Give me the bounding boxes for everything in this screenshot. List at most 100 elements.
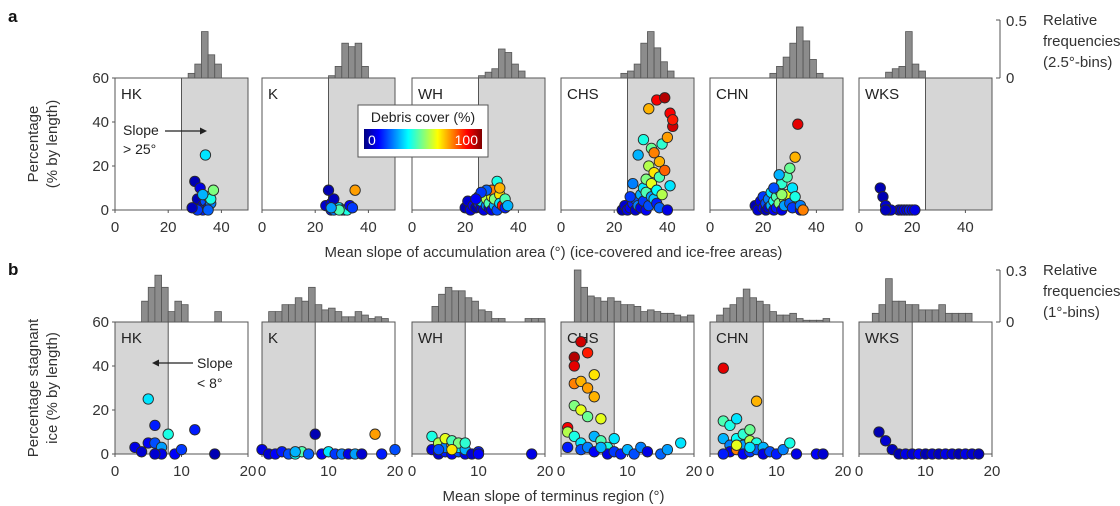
shaded-region (859, 322, 913, 454)
histogram-bar (885, 71, 893, 79)
x-tick-label: 40 (510, 219, 527, 236)
x-tick-label: 10 (619, 463, 636, 480)
histogram-bar (776, 66, 784, 79)
scatter-point (730, 439, 743, 451)
scatter-point (730, 413, 743, 425)
scatter-point (575, 375, 587, 388)
histogram-bar (458, 290, 466, 323)
histogram-bar (762, 304, 771, 323)
rf-axis-title: (1°-bins) (1043, 304, 1100, 321)
histogram-bar (958, 312, 966, 323)
histogram-bar (816, 72, 824, 79)
histogram-bar (361, 314, 369, 323)
scatter-point (973, 448, 985, 460)
scatter-point (472, 448, 485, 460)
x-tick-label: 20 (160, 219, 177, 236)
scatter-point (581, 382, 594, 394)
histogram-bar (749, 297, 757, 323)
scatter-point (724, 419, 736, 432)
histogram-bar (580, 286, 589, 323)
histogram-bar (789, 312, 797, 323)
region-label: WKS (865, 86, 899, 103)
histogram-bar (680, 316, 688, 323)
scatter-point (628, 448, 640, 460)
x-tick-label: 40 (808, 219, 825, 236)
histogram-bar (918, 70, 926, 79)
histogram-bar (328, 75, 336, 79)
scatter-point (581, 347, 594, 359)
histogram-bar (620, 304, 628, 323)
scatter-point (502, 199, 514, 212)
annotation-text: Slope (197, 355, 233, 371)
x-tick-label: 40 (659, 219, 676, 236)
scatter-point (426, 430, 438, 443)
scatter-point (135, 446, 148, 458)
histogram-bar (722, 307, 731, 323)
histogram-bar (194, 63, 202, 79)
region-label: HK (121, 86, 142, 103)
region-label: WH (418, 330, 443, 347)
histogram-bar (716, 314, 724, 323)
histogram-bar (925, 309, 933, 323)
scatter-point (595, 413, 607, 425)
region-label: CHN (716, 330, 749, 347)
histogram-bar (782, 56, 791, 79)
x-tick-label: 0 (111, 219, 119, 236)
histogram-bar (288, 304, 296, 323)
histogram-bar (878, 304, 887, 323)
scatter-point (608, 432, 620, 445)
histogram-bar (367, 318, 376, 323)
histogram-bar (776, 314, 784, 323)
histogram-bar (871, 312, 880, 323)
legend-title: Debris cover (%) (371, 109, 475, 125)
histogram-bar (511, 63, 519, 79)
scatter-point (376, 448, 388, 460)
histogram-bar (782, 314, 791, 323)
histogram-bar (341, 42, 349, 79)
histogram-bar (207, 54, 216, 79)
scatter-point (797, 204, 809, 216)
histogram-bar (308, 286, 316, 323)
histogram-bar (274, 311, 283, 323)
histogram-bar (464, 297, 473, 323)
y-axis-title: ice (% by length) (44, 332, 61, 444)
x-tick-label: 20 (387, 463, 404, 480)
histogram-bar (361, 66, 369, 79)
region-label: CHN (716, 86, 749, 103)
panel-a: a Percentage (% by length) 0 20 40 60 Mean slop… (8, 7, 1120, 261)
histogram-bar (214, 311, 222, 323)
rf-axis-title: (2.5°-bins) (1043, 54, 1112, 71)
histogram-bar (931, 309, 940, 323)
scatter-point (641, 446, 654, 458)
histogram-bar (348, 316, 356, 323)
histogram-bar (686, 314, 695, 323)
scatter-point (632, 149, 644, 161)
histogram-bar (613, 300, 622, 323)
histogram-bar (341, 316, 349, 323)
region-label: WH (418, 86, 443, 103)
histogram-bar (620, 72, 628, 79)
histogram-bar (802, 319, 811, 323)
x-tick-label: 0 (408, 463, 416, 480)
histogram-bar (802, 40, 811, 79)
histogram-bar (214, 63, 222, 79)
region-label: CHS (567, 86, 599, 103)
scatter-point (653, 155, 666, 168)
histogram-bar (498, 318, 506, 323)
x-axis-title: Mean slope of accumulation area (°) (ice… (325, 244, 783, 261)
histogram-bar (911, 304, 920, 323)
histogram-bar (181, 304, 189, 323)
histogram-bar (945, 312, 953, 323)
histogram-bar (504, 52, 513, 79)
relative-frequency-axis: 0.5 0 Relative frequencies (2.5°-bins) (996, 12, 1120, 87)
histogram-bar (796, 318, 804, 323)
scatter-point (459, 437, 471, 449)
histogram-bar (484, 71, 493, 79)
x-tick-label: 20 (457, 219, 474, 236)
histogram-bar (729, 304, 738, 323)
scatter-point (207, 184, 220, 196)
histogram-bar (891, 68, 900, 79)
scatter-point (346, 202, 359, 214)
relative-frequency-axis: 0.3 0 Relative frequencies (1°-bins) (996, 262, 1120, 331)
scatter-point (648, 147, 660, 159)
